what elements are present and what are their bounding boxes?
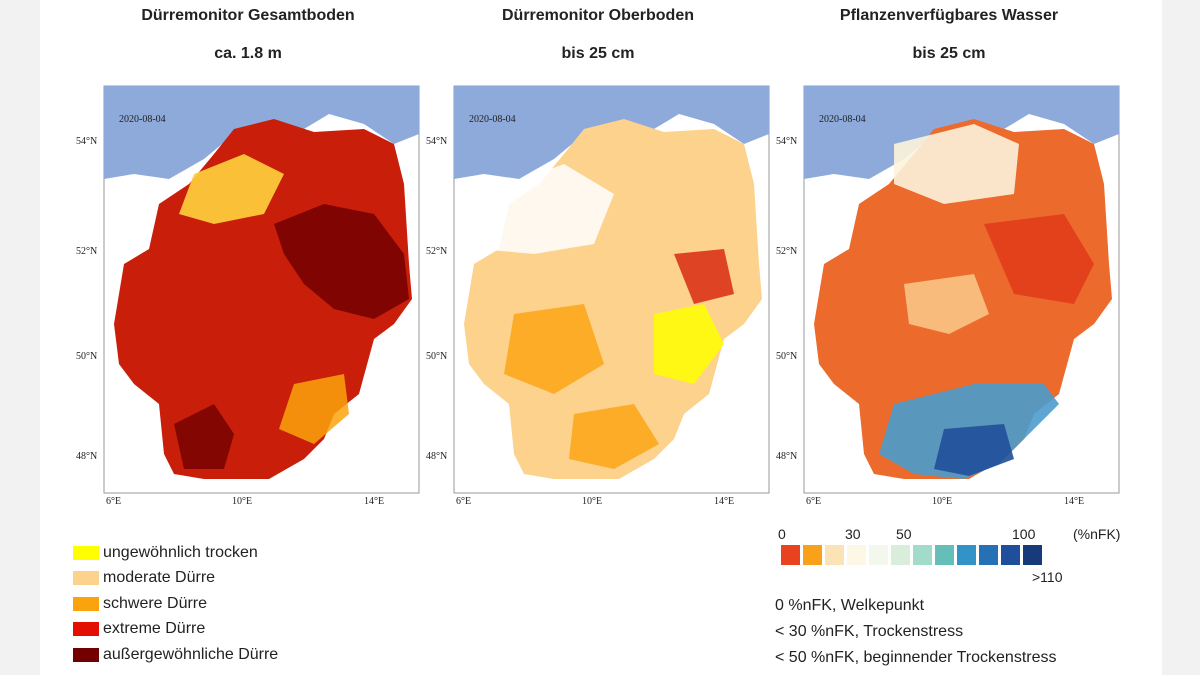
lon-label: 10°E [932,496,952,507]
scale-swatch [1001,545,1020,565]
lat-label: 48°N [76,451,97,462]
note-welkepunkt: 0 %nFK, Welkepunkt [775,597,925,614]
scale-swatch [847,545,866,565]
scale-label-100: 100 [1012,526,1036,542]
legend-label: moderate Dürre [103,569,216,587]
lat-label: 52°N [776,246,797,257]
scale-label-50: 50 [896,526,912,542]
drought-severe-southeast [279,374,349,444]
lat-label: 52°N [426,246,447,257]
legend-item: extreme Dürre [73,617,278,643]
legend-swatch [73,571,99,586]
scale-label-110: >110 [1032,569,1063,585]
drought-core-southwest [174,404,234,469]
lat-label: 54°N [76,136,97,147]
panel-3-subtitle: bis 25 cm [912,45,986,62]
legend-swatch [73,545,99,560]
drought-extreme-east [674,249,734,304]
note-beginnender-trockenstress: < 50 %nFK, beginnender Trockenstress [775,649,1057,666]
lat-label: 54°N [426,136,447,147]
lat-label: 50°N [426,351,447,362]
scale-swatch [979,545,998,565]
scale-swatch [935,545,954,565]
panel-2-title: Dürremonitor Oberboden [501,7,694,24]
water-normal-north [894,124,1019,204]
drought-dry-east [654,304,724,384]
scale-swatch [803,545,822,565]
scale-label-0: 0 [778,526,786,542]
legend-item: ungewöhnlich trocken [73,540,278,566]
scale-swatch [913,545,932,565]
legend-label: ungewöhnlich trocken [103,543,258,561]
lon-label: 14°E [714,496,734,507]
water-moderate-center [904,274,989,334]
water-color-scale [781,545,1045,565]
legend-item: außergewöhnliche Dürre [73,642,278,668]
lon-label: 10°E [582,496,602,507]
scale-label-30: 30 [845,526,861,542]
map-date: 2020-08-04 [819,114,866,125]
scale-swatch [781,545,800,565]
lat-label: 48°N [776,451,797,462]
lon-label: 6°E [106,496,121,507]
legend-label: extreme Dürre [103,620,206,638]
drought-none-north [479,164,614,254]
drought-legend: ungewöhnlich trocken moderate Dürre schw… [73,540,278,668]
drought-severe-south [569,404,659,469]
legend-swatch [73,596,99,611]
map-gesamtboden: 2020-08-04 54°N 52°N 50°N 48°N 6°E 10°E … [74,84,420,510]
drought-severe-west [504,304,604,394]
lat-label: 50°N [776,351,797,362]
legend-label: schwere Dürre [103,594,208,612]
legend-item: moderate Dürre [73,566,278,592]
water-scale-labels: 0 30 50 100 (%nFK) [0,526,1200,546]
water-notes: 0 %nFK, Welkepunkt < 30 %nFK, Trockenstr… [775,597,1057,675]
panel-2-subtitle: bis 25 cm [561,45,635,62]
drought-dry-north [179,154,284,224]
lon-label: 6°E [806,496,821,507]
water-very-wet-alps [934,424,1014,476]
legend-label: außergewöhnliche Dürre [103,645,279,663]
scale-swatch [869,545,888,565]
scale-swatch [957,545,976,565]
drought-core-east [274,204,409,319]
note-trockenstress: < 30 %nFK, Trockenstress [775,623,964,640]
lon-label: 6°E [456,496,471,507]
map-pflanzenverfuegbares-wasser: 2020-08-04 54°N 52°N 50°N 48°N 6°E 10°E … [774,84,1120,510]
legend-swatch [73,622,99,637]
lon-label: 14°E [1064,496,1084,507]
lat-label: 50°N [76,351,97,362]
scale-swatch [825,545,844,565]
scale-swatch [1023,545,1042,565]
lat-label: 52°N [76,246,97,257]
panel-1-subtitle: ca. 1.8 m [214,45,282,62]
legend-item: schwere Dürre [73,591,278,617]
water-dry-east [984,214,1094,304]
panel-3-title: Pflanzenverfügbares Wasser [839,7,1059,24]
lat-label: 54°N [776,136,797,147]
legend-swatch [73,647,99,662]
lon-label: 10°E [232,496,252,507]
map-oberboden: 2020-08-04 54°N 52°N 50°N 48°N 6°E 10°E … [424,84,770,510]
scale-swatch [891,545,910,565]
panel-1-title: Dürremonitor Gesamtboden [141,7,355,24]
lat-label: 48°N [426,451,447,462]
scale-unit: (%nFK) [1073,526,1121,542]
map-date: 2020-08-04 [119,114,166,125]
lon-label: 14°E [364,496,384,507]
map-date: 2020-08-04 [469,114,516,125]
